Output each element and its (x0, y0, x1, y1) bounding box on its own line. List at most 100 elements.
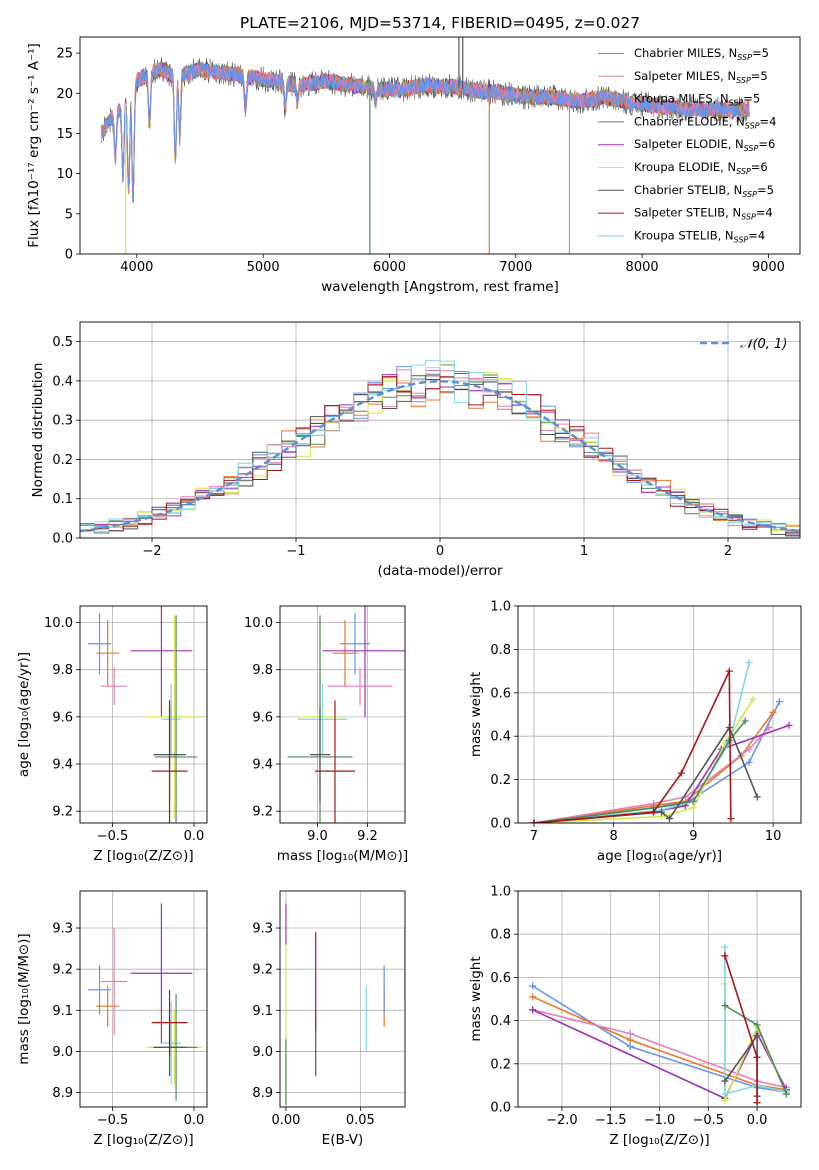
legend-label-sub: SSP (736, 167, 751, 176)
x-tick-label: −2.0 (546, 1113, 578, 1128)
x-tick-label: 7000 (499, 260, 532, 275)
y-tick-label: 8.9 (52, 1086, 73, 1101)
legend-label-sub: SSP (737, 53, 752, 62)
y-tick-label: 0.5 (52, 335, 73, 350)
y-tick-label: 9.2 (52, 805, 73, 820)
weight-point-marker (626, 1043, 634, 1051)
legend-label-text: Kroupa MILES, N (634, 92, 729, 106)
weight-point-marker (727, 815, 735, 823)
x-tick-label: 0.0 (747, 1113, 768, 1128)
weight-point-marker (745, 658, 753, 666)
axes-frame (79, 321, 801, 539)
x-tick-label: −2 (142, 544, 161, 559)
legend-label-suffix: =4 (748, 228, 765, 242)
y-tick-label: 20 (56, 87, 73, 102)
y-tick-label: 0.4 (490, 730, 511, 745)
x-tick-label: 9 (689, 829, 697, 844)
legend-label-text: Chabrier ELODIE, N (634, 114, 745, 128)
y-tick-label: 0.6 (490, 686, 511, 701)
legend-label: Salpeter ELODIE, NSSP=6 (634, 137, 775, 153)
y-tick-label: 9.3 (252, 922, 273, 937)
weight-point-marker (721, 1097, 729, 1105)
weight-point-marker (785, 721, 793, 729)
histogram-step (80, 360, 800, 533)
x-tick-label: 10 (765, 829, 782, 844)
y-tick-label: 0.2 (490, 1057, 511, 1072)
weight-point-marker (782, 1090, 790, 1098)
y-tick-label: 0.2 (490, 773, 511, 788)
chart-residuals: −2 −1 0 1 2 0.0 0.1 0.2 0.3 0.4 0.5 (data-model)/er… (30, 321, 801, 579)
y-tick-label: 9.1 (52, 1004, 73, 1019)
weight-point-marker (721, 1077, 729, 1085)
weight-point-marker (753, 1021, 761, 1029)
weight-point-marker (745, 758, 753, 766)
y-tick-label: 0.4 (52, 374, 73, 389)
weight-line (532, 985, 787, 1093)
x-axis-label: Z [log₁₀(Z/Z⊙)] (93, 848, 193, 864)
y-tick-label: 9.0 (52, 1045, 73, 1060)
weight-point-marker (657, 808, 665, 816)
weight-line (724, 955, 758, 1103)
y-axis-label: age [log₁₀(age/yr)] (16, 652, 32, 777)
legend-label: 𝒩(0, 1) (740, 337, 787, 352)
axes-frame (279, 605, 406, 824)
legend-label-text: Kroupa ELODIE, N (634, 160, 736, 174)
y-axis-label: mass weight (468, 672, 484, 757)
x-axis-label: Z [log₁₀(Z/Z⊙)] (609, 1132, 709, 1148)
y-tick-label: 8.9 (252, 1086, 273, 1101)
x-axis-label: Z [log₁₀(Z/Z⊙)] (93, 1132, 193, 1148)
y-axis-label: mass [log₁₀(M/M⊙)] (16, 933, 32, 1064)
plot-area (287, 606, 405, 823)
y-tick-label: 9.6 (52, 710, 73, 725)
legend-label-suffix: =5 (752, 46, 769, 60)
x-tick-label: 9.0 (307, 829, 328, 844)
x-axis-label: wavelength [Angstrom, rest frame] (321, 279, 559, 295)
x-tick-label: −1.0 (644, 1113, 676, 1128)
chart-weight_vs_Z: −2.0 −1.5 −1.0 −0.5 0.0 0.0 0.2 0.4 0.6 0.8 1.0 Z [… (468, 885, 802, 1148)
x-tick-label: 0.0 (184, 1113, 205, 1128)
axes-frame (79, 605, 208, 824)
weight-point-marker (721, 952, 729, 960)
x-axis-label: (data-model)/error (377, 563, 503, 579)
weight-point-marker (769, 708, 777, 716)
x-tick-label: 0.00 (271, 1113, 300, 1128)
y-tick-label: 0.2 (52, 453, 73, 468)
y-tick-label: 0 (65, 248, 73, 263)
legend-label: Chabrier STELIB, NSSP=5 (634, 183, 774, 199)
legend-label-suffix: =5 (743, 92, 760, 106)
x-tick-label: 0.0 (184, 829, 205, 844)
legend-label-sub: SSP (729, 99, 744, 108)
chart-title: PLATE=2106, MJD=53714, FIBERID=0495, z=0… (240, 14, 640, 32)
weight-line (533, 670, 732, 823)
y-tick-label: 9.6 (252, 710, 273, 725)
y-tick-label: 0.0 (490, 1101, 511, 1116)
legend-label-text: Chabrier STELIB, N (634, 183, 742, 197)
plot-area (530, 658, 793, 823)
x-axis-label: E(B-V) (322, 1132, 364, 1148)
plot-area (80, 360, 800, 537)
x-tick-label: −1 (286, 544, 305, 559)
y-tick-label: 0.8 (490, 928, 511, 943)
y-axis-label: Normed distribution (30, 363, 46, 498)
x-tick-label: 9.2 (357, 829, 378, 844)
x-tick-label: 0.05 (346, 1113, 375, 1128)
weight-point-marker (665, 815, 673, 823)
weight-point-marker (626, 1036, 634, 1044)
y-axis-label: Flux [fλ10⁻¹⁷ erg cm⁻² s⁻¹ A⁻¹] (26, 43, 42, 248)
y-tick-label: 10.0 (44, 616, 73, 631)
y-tick-label: 0.3 (52, 414, 73, 429)
weight-line (724, 983, 788, 1101)
legend-label-sub: SSP (741, 213, 756, 222)
y-tick-label: 1.0 (490, 600, 511, 615)
x-tick-label: −0.5 (97, 829, 129, 844)
weight-point-marker (529, 982, 537, 990)
weight-point-marker (745, 745, 753, 753)
weight-point-marker (725, 667, 733, 675)
legend-label-suffix: =6 (758, 137, 775, 151)
y-tick-label: 9.3 (52, 922, 73, 937)
weight-point-marker (530, 819, 538, 823)
y-tick-label: 9.0 (252, 1045, 273, 1060)
y-tick-label: 10 (56, 167, 73, 182)
